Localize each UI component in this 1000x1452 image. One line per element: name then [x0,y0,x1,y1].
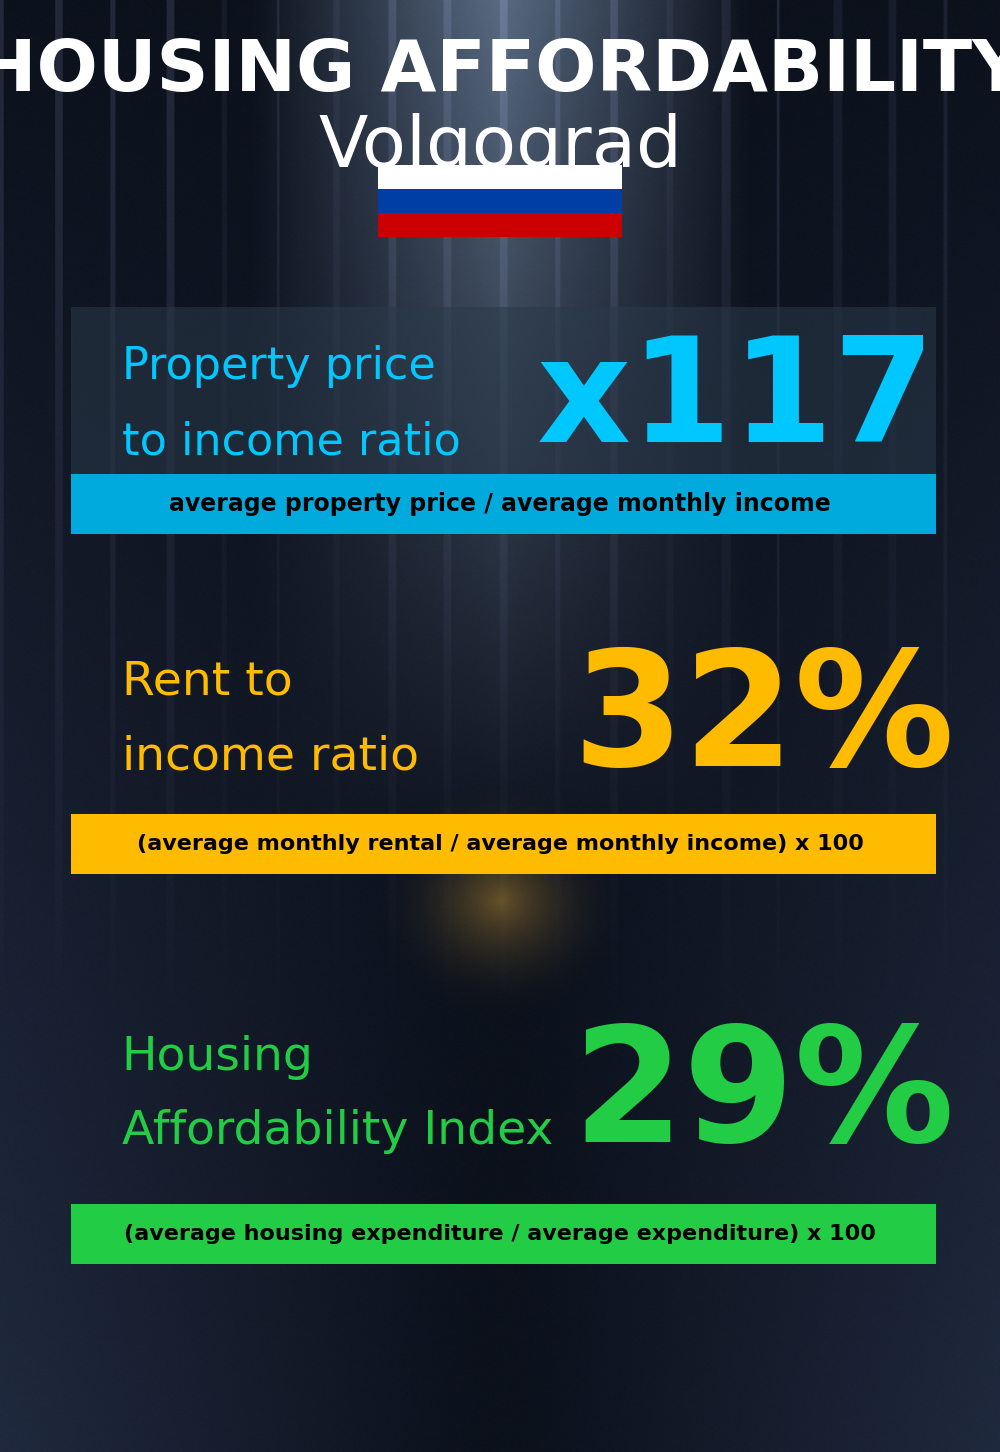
Text: (average monthly rental / average monthly income) x 100: (average monthly rental / average monthl… [137,833,863,854]
Text: Property price: Property price [122,346,436,389]
Bar [71,815,936,874]
Bar [71,306,936,507]
Text: (average housing expenditure / average expenditure) x 100: (average housing expenditure / average e… [124,1224,876,1244]
Text: Rent to: Rent to [122,659,292,704]
Bar [378,213,622,237]
Text: Volgograd: Volgograd [318,112,682,182]
Text: average property price / average monthly income: average property price / average monthly… [169,492,831,515]
Text: Affordability Index: Affordability Index [122,1109,553,1154]
Text: income ratio: income ratio [122,735,419,780]
Text: Housing: Housing [122,1034,314,1079]
Text: 29%: 29% [573,1019,955,1175]
Text: to income ratio: to income ratio [122,421,461,463]
Text: 32%: 32% [573,645,955,800]
Text: HOUSING AFFORDABILITY: HOUSING AFFORDABILITY [0,38,1000,106]
Bar [71,473,936,534]
Bar [378,189,622,213]
Text: x117: x117 [537,331,936,472]
Bar [378,166,622,189]
Bar [71,1204,936,1265]
